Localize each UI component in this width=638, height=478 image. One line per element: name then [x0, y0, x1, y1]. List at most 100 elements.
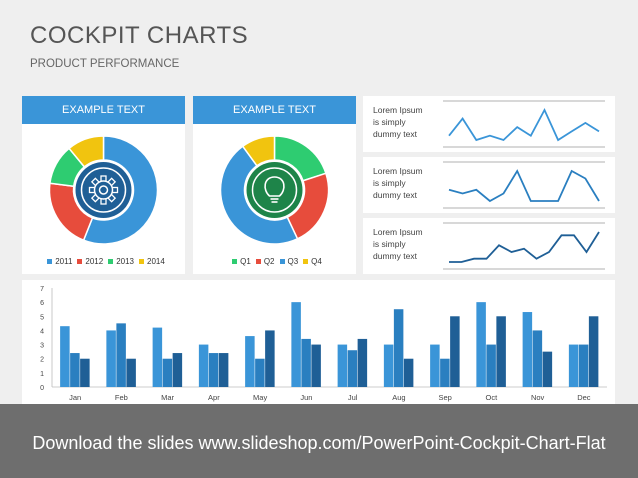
sparkline-2-text-line: is simply [373, 178, 406, 188]
bar-sep-2 [440, 358, 450, 387]
x-tick-label: Mar [161, 393, 174, 402]
donut-2-legend-swatch [279, 259, 285, 265]
donut-1-legend-swatch [47, 259, 53, 265]
bar-may-3 [265, 330, 275, 387]
bar-oct-2 [486, 344, 496, 387]
donut-panel-2: EXAMPLE TEXT Q1 Q2 Q3 Q4 [193, 96, 356, 274]
donut-2-slice-q3 [219, 145, 299, 245]
bar-aug-2 [393, 309, 404, 387]
donut-1-legend-swatch [77, 259, 83, 265]
sparkline-1-text-line: dummy text [373, 129, 417, 139]
bar-jun-2 [301, 338, 311, 387]
sparkline-3-line [449, 231, 600, 263]
donut-2-legend-label: Q3 [287, 257, 299, 266]
x-tick-label: May [253, 393, 267, 402]
donut-2-center-ring [251, 167, 298, 213]
bar-nov-2 [532, 330, 543, 387]
bar-dec-1 [568, 344, 579, 387]
lightbulb-icon [264, 176, 285, 203]
bar-jun-1 [291, 302, 301, 387]
bar-nov-1 [522, 312, 533, 387]
gear-icon [88, 175, 119, 205]
bar-dec-2 [578, 344, 589, 387]
bar-may-2 [255, 358, 265, 387]
donut-chart-2 [219, 135, 330, 245]
y-tick-label: 2 [40, 357, 44, 364]
bar-sep-1 [430, 344, 440, 387]
y-tick-label: 5 [40, 314, 44, 321]
sparkline-3-text-line: Lorem Ipsum [373, 227, 423, 237]
page-title: COCKPIT CHARTS [30, 22, 249, 49]
x-tick-label: Jul [348, 393, 358, 402]
sparkline-3-text-line: is simply [373, 239, 406, 249]
x-tick-label: Jun [300, 393, 312, 402]
bar-jan-1 [60, 326, 70, 387]
y-tick-label: 7 [40, 286, 44, 293]
donut-1-center-ring [80, 167, 127, 213]
donut-1-legend-label: 2012 [85, 257, 104, 266]
bar-feb-1 [106, 330, 116, 387]
bar-jul-2 [347, 350, 358, 387]
bar-jan-3 [80, 358, 90, 387]
page-subtitle: PRODUCT PERFORMANCE [30, 58, 180, 70]
x-tick-label: Jan [69, 393, 81, 402]
bar-jul-3 [357, 338, 368, 387]
donut-panel-2-title: EXAMPLE TEXT [193, 96, 356, 124]
sparkline-1 [443, 100, 605, 148]
bar-oct-1 [476, 302, 486, 387]
bar-oct-3 [496, 316, 506, 387]
bar-aug-3 [403, 358, 414, 387]
donut-chart-1 [48, 135, 159, 245]
y-tick-label: 4 [40, 328, 44, 335]
sparkline-panel-2: Lorem Ipsum is simply dummy text [363, 157, 615, 213]
donut-2-legend: Q1 Q2 Q3 Q4 [193, 257, 356, 266]
donut-2-legend-label: Q4 [311, 257, 322, 266]
sparkline-1-text-line: is simply [373, 117, 406, 127]
donut-2-slice-q4 [241, 135, 276, 167]
sparkline-2-text-line: dummy text [373, 190, 417, 200]
sparkline-2-text-line: Lorem Ipsum [373, 166, 423, 176]
sparkline-3-text-line: dummy text [373, 251, 417, 261]
bar-mar-3 [172, 353, 183, 387]
monthly-bar-chart: 0 1 2 3 4 5 6 7 Jan Feb Mar Apr May Jun Jul Aug Sep Oct No… [40, 286, 607, 402]
donut-1-legend-label: 2014 [147, 257, 165, 266]
download-banner: Download the slides www.slideshop.com/Po… [0, 404, 638, 478]
donut-1-legend-label: 2013 [116, 257, 134, 266]
sparkline-1-text: Lorem Ipsum is simply dummy text [373, 104, 443, 140]
bar-aug-1 [383, 344, 394, 387]
bar-jul-1 [337, 344, 348, 387]
x-tick-label: Aug [392, 393, 405, 402]
sparkline-panel-3: Lorem Ipsum is simply dummy text [363, 218, 615, 274]
sparkline-2-text: Lorem Ipsum is simply dummy text [373, 165, 443, 201]
bar-feb-2 [116, 323, 126, 387]
sparkline-2 [443, 161, 605, 209]
bar-jun-3 [311, 344, 321, 387]
donut-panel-1-title: EXAMPLE TEXT [22, 96, 185, 124]
donut-2-legend-swatch [255, 259, 261, 265]
sparkline-1-text-line: Lorem Ipsum [373, 105, 423, 115]
bar-apr-2 [208, 353, 219, 387]
bar-apr-1 [198, 344, 209, 387]
donut-1-legend-label: 2011 [55, 257, 73, 266]
y-tick-label: 1 [40, 371, 44, 378]
donut-1-slice-2014 [68, 135, 105, 168]
download-banner-text[interactable]: Download the slides www.slideshop.com/Po… [32, 433, 606, 453]
y-tick-label: 0 [40, 385, 44, 392]
donut-2-legend-label: Q1 [240, 257, 251, 266]
donut-2-legend-swatch [232, 259, 238, 265]
donut-panel-1: EXAMPLE TEXT 2011 2012 2013 2014 [22, 96, 185, 274]
donut-2-legend-swatch [303, 259, 309, 265]
bar-may-1 [245, 336, 255, 387]
x-tick-label: Apr [208, 393, 220, 402]
bar-sep-3 [450, 316, 460, 387]
y-tick-label: 6 [40, 300, 44, 307]
bar-mar-2 [162, 358, 173, 387]
y-tick-label: 3 [40, 343, 44, 350]
bar-mar-1 [152, 327, 163, 387]
x-tick-label: Sep [438, 393, 451, 402]
x-tick-label: Feb [115, 393, 128, 402]
donut-2-legend-label: Q2 [263, 257, 275, 266]
sparkline-2-line [448, 169, 600, 203]
sparkline-panel-1: Lorem Ipsum is simply dummy text [363, 96, 615, 152]
sparkline-3 [443, 222, 605, 270]
